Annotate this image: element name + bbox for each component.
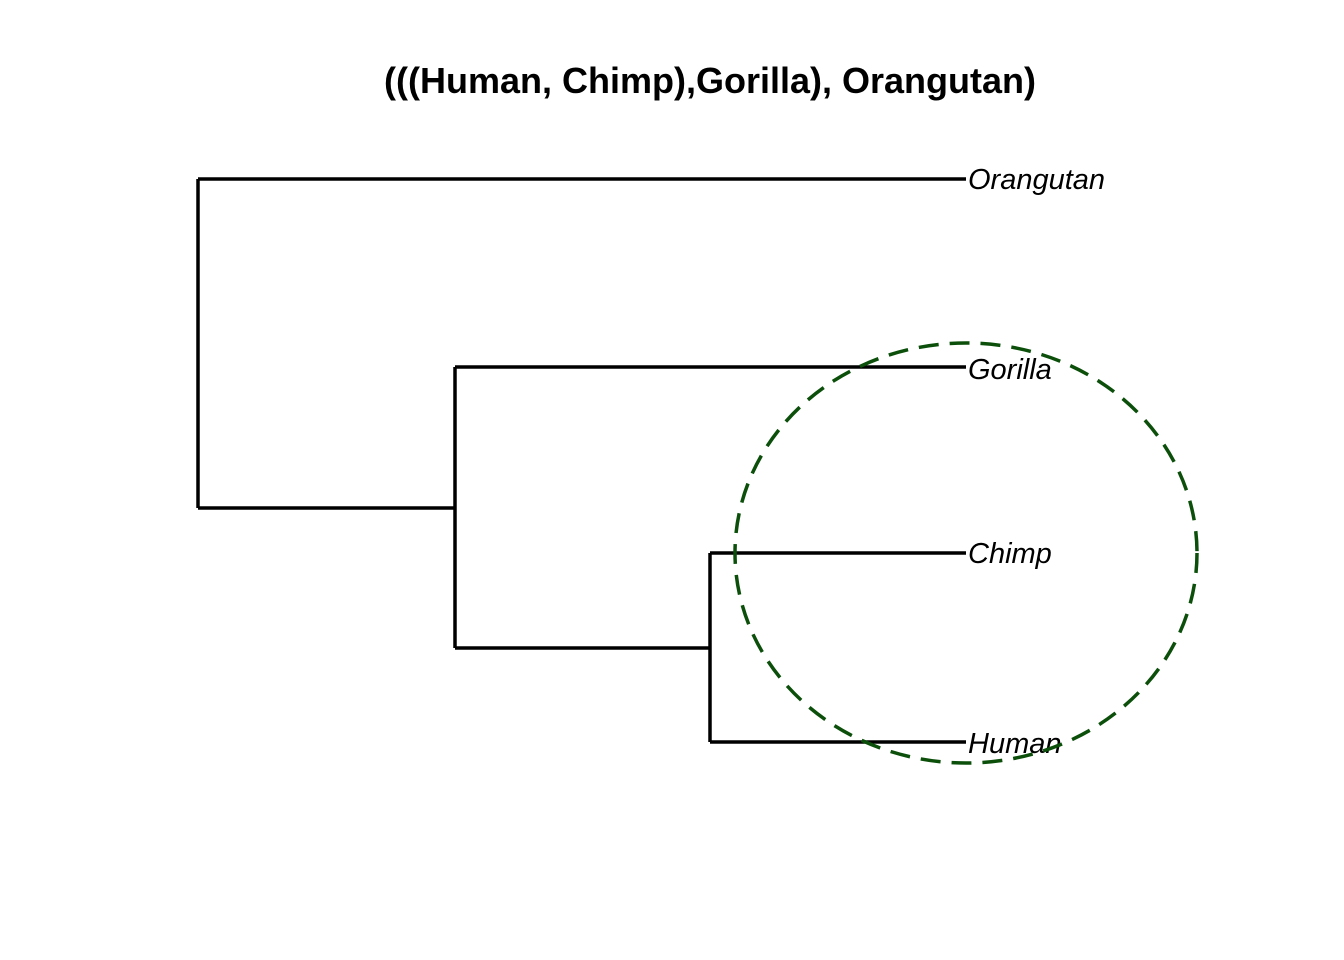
tip-label-gorilla: Gorilla: [968, 354, 1052, 386]
tree-branches: [196, 177, 966, 744]
tip-label-human: Human: [968, 728, 1062, 760]
plot-title: (((Human, Chimp),Gorilla), Orangutan): [384, 60, 1036, 101]
tip-label-orangutan: Orangutan: [968, 164, 1105, 196]
clade-highlight-ellipse: [733, 341, 1199, 765]
tip-label-chimp: Chimp: [968, 538, 1052, 570]
tip-labels: Orangutan Gorilla Chimp Human: [968, 164, 1105, 760]
